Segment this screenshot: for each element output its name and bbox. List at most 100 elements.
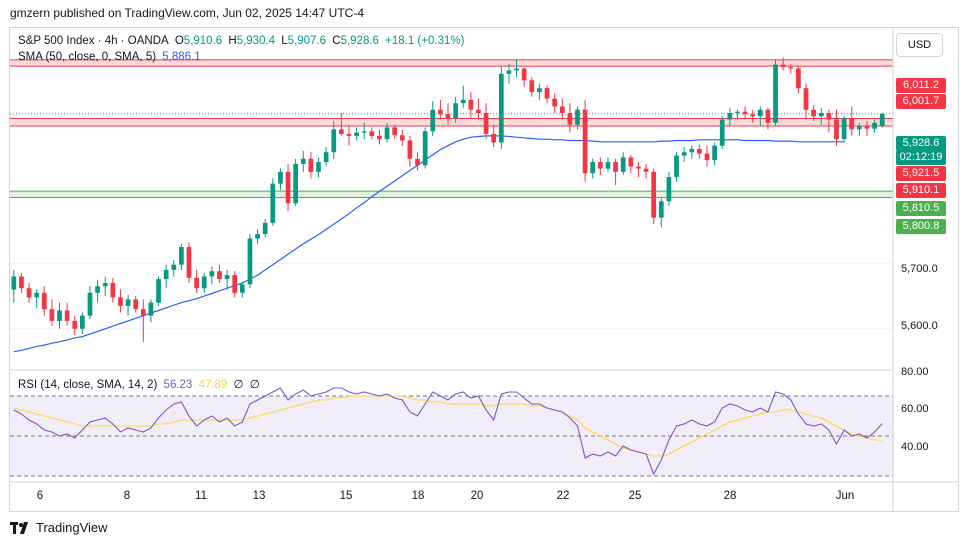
candle-body [87,292,93,316]
candle-body [796,68,801,89]
low-label: L5,907.6 [281,35,327,47]
candle-body [247,238,253,285]
close-label: C5,928.6 [332,35,379,47]
candle-body [300,158,306,164]
candle-body [377,135,382,140]
candle-body [788,67,794,69]
candle-body [194,277,199,289]
date-label: 18 [411,490,425,502]
candle-body [201,276,207,289]
candle-body [438,109,443,115]
candle-body [95,286,100,293]
candle-body [476,109,481,113]
symbol-label[interactable]: S&P 500 Index · 4h · OANDA [18,35,169,47]
candle-body [841,118,847,140]
candle-body [361,131,367,133]
candle-body [34,292,40,298]
candle-body [125,299,131,306]
date-label: 22 [556,490,570,502]
candle-body [156,279,161,303]
candle-body [110,283,116,298]
candle-body [293,164,299,204]
currency-button[interactable]: USD [896,33,943,57]
candle-body [415,158,420,166]
candle-body [316,162,321,172]
date-label: 28 [723,490,737,502]
price-label-zone-low-low: 5,800.8 [896,219,946,234]
chart-frame [9,27,959,512]
price-legend: S&P 500 Index · 4h · OANDA O5,910.6 H5,9… [18,35,467,47]
candle-body [285,171,291,204]
rsi-legend: RSI (14, close, SMA, 14, 2) 56.23 47.89 … [18,377,263,391]
candle-body [278,171,283,184]
date-label: 11 [195,490,207,502]
rsi-ma-legend-value: 47.89 [198,379,228,391]
candle-body [697,148,702,154]
rsi-legend-extra1: ∅ [233,379,244,391]
candle-body [544,88,550,99]
sma-legend-label[interactable]: SMA (50, close, 0, SMA, 5) [18,51,157,63]
tradingview-logo-text: TradingView [36,520,108,535]
candle-body [590,162,596,174]
tradingview-logo-icon [10,521,32,534]
candle-body [597,162,603,169]
candle-body [704,153,710,161]
price-label-zone-top-low: 6,001.7 [896,94,946,109]
rsi-line [13,387,883,476]
sma-legend: SMA (50, close, 0, SMA, 5) 5,886.1 [18,51,204,63]
candle-body [239,284,245,293]
candle-body [453,103,458,119]
date-label: 8 [123,490,131,502]
candle-body [483,113,489,134]
candle-body [757,109,763,117]
candle-body [780,64,786,68]
candle-body [224,275,230,280]
candle-body [498,73,504,143]
candle-body [727,113,733,120]
sr-zone [10,191,893,198]
candle-body [354,132,359,136]
candle-body [658,201,664,218]
candle-body [552,98,558,107]
candle-body [19,276,24,289]
candle-body [422,131,428,166]
candle-body [338,129,344,134]
candle-body [735,111,740,113]
candle-body [666,177,672,202]
candle-body [308,158,314,172]
rsi-legend-label[interactable]: RSI (14, close, SMA, 14, 2) [18,379,158,391]
publisher-line: gmzern published on TradingView.com, Jun… [10,6,364,20]
candle-body [681,152,687,156]
high-label: H5,930.4 [228,35,276,47]
candle-body [217,271,222,280]
sma-line [13,135,845,353]
candle-body [399,135,405,141]
tradingview-logo[interactable]: TradingView [10,520,108,535]
candle-body [856,126,862,130]
sma-legend-value: 5,886.1 [162,51,201,63]
candle-body [765,109,771,123]
candle-body [750,114,756,117]
rsi-legend-extra2: ∅ [249,379,260,391]
candle-body [369,131,375,136]
candle-body [811,109,816,117]
sr-zone [10,118,893,127]
candle-body [72,320,78,329]
candle-body [171,264,177,270]
candle-body [537,88,542,93]
candle-body [80,315,85,329]
date-label: Jun [835,490,855,502]
candle-body [674,155,679,178]
candle-body [133,299,139,310]
candle-body [879,113,885,126]
price-label-zone-mid-high: 5,921.5 [896,166,946,181]
candle-body [49,309,55,321]
candle-body [620,157,626,172]
candle-body [102,283,108,287]
candle-body [605,162,611,169]
candle-body [613,162,618,172]
rsi-tick-60: 60.00 [901,403,929,415]
candle-body [689,148,695,153]
candle-body [41,292,47,310]
